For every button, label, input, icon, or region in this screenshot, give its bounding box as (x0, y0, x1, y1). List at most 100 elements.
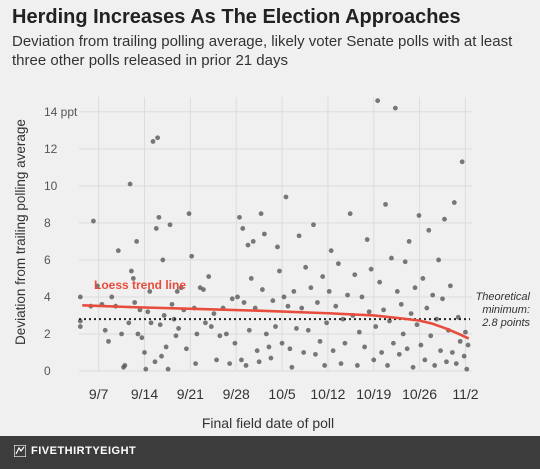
x-tick-label: 11/2 (452, 386, 478, 402)
data-point (381, 307, 386, 313)
data-point (404, 346, 410, 352)
data-point (258, 211, 264, 217)
data-point (174, 288, 180, 294)
data-point (434, 316, 440, 322)
data-point (447, 283, 453, 289)
data-point (296, 233, 302, 239)
x-tick-label: 9/7 (89, 386, 109, 402)
data-point (422, 357, 428, 363)
data-point (342, 340, 348, 346)
data-point (359, 294, 365, 300)
data-point (134, 239, 140, 244)
data-point (364, 237, 370, 242)
data-point (317, 338, 323, 344)
data-point (147, 288, 153, 294)
data-point (184, 346, 189, 352)
loess-trend-line (82, 303, 470, 340)
data-point (313, 351, 318, 357)
data-point (301, 350, 307, 355)
data-point (232, 340, 238, 346)
data-point (122, 363, 128, 368)
data-point (194, 331, 200, 337)
data-point (459, 159, 465, 165)
data-point (237, 214, 242, 220)
data-point (165, 366, 171, 372)
data-point (254, 348, 260, 354)
data-point (161, 313, 167, 318)
data-point (410, 364, 416, 370)
data-point (400, 331, 406, 337)
data-point (322, 363, 328, 368)
data-point (338, 361, 344, 366)
data-point (275, 244, 280, 250)
data-point (375, 98, 381, 104)
data-point (385, 363, 390, 368)
data-point (366, 309, 372, 315)
data-point (139, 335, 145, 341)
data-point (163, 344, 169, 350)
data-point (416, 213, 422, 218)
data-point (227, 361, 233, 366)
data-point (137, 307, 143, 313)
data-point (130, 276, 136, 281)
x-tick-label: 10/19 (356, 386, 391, 402)
y-tick-label: 6 (44, 253, 51, 267)
data-point (383, 201, 388, 207)
data-point (115, 248, 121, 254)
data-point (299, 305, 305, 311)
x-tick-label: 10/26 (402, 386, 437, 402)
data-point (153, 226, 159, 231)
data-point (281, 294, 287, 300)
data-point (311, 222, 316, 228)
data-point (77, 294, 83, 300)
data-point (245, 242, 251, 248)
y-tick-label: 12 (44, 142, 58, 156)
footer-bar: FIVETHIRTYEIGHT (0, 436, 540, 469)
data-point (143, 366, 149, 372)
data-point (391, 340, 396, 346)
x-axis-label: Final field date of poll (202, 415, 334, 431)
data-point (186, 211, 192, 217)
data-point (223, 331, 229, 337)
data-point (246, 327, 252, 333)
y-axis-label: Deviation from trailing polling average (13, 119, 28, 345)
data-point (263, 331, 269, 337)
data-point (412, 285, 418, 291)
data-point (285, 303, 291, 309)
trend-label: Loess trend line (94, 278, 186, 292)
scatter-chart: 0 2 4 6 8 10 12 14 ppt 9/7 9/14 9/21 9/28 10/5 10/12 1… (13, 97, 531, 431)
data-point (268, 355, 274, 361)
data-point (352, 272, 358, 278)
data-point (171, 316, 177, 322)
data-point (294, 326, 299, 331)
data-point (428, 333, 434, 339)
data-point (356, 329, 362, 335)
data-point (152, 359, 158, 365)
x-tick-label: 9/14 (131, 386, 158, 402)
data-point (106, 338, 111, 344)
data-point (211, 311, 217, 317)
data-point (241, 300, 247, 305)
data-point (208, 324, 214, 329)
data-point (315, 300, 320, 305)
data-point (308, 285, 314, 291)
data-point (340, 316, 346, 322)
data-point (173, 333, 179, 339)
data-point (379, 350, 385, 355)
data-point (444, 359, 449, 365)
data-point (94, 283, 100, 289)
data-point (145, 309, 151, 315)
data-point (396, 351, 402, 357)
data-point (392, 105, 398, 111)
data-point (457, 338, 463, 344)
y-tick-label: 2 (44, 327, 51, 341)
data-point (368, 266, 374, 272)
data-point (430, 292, 436, 298)
data-point (291, 288, 297, 294)
x-tick-label: 9/28 (223, 386, 250, 402)
data-point (239, 357, 244, 363)
data-point (206, 274, 212, 279)
data-point (261, 231, 267, 237)
data-point (333, 303, 339, 309)
data-point (176, 326, 181, 331)
